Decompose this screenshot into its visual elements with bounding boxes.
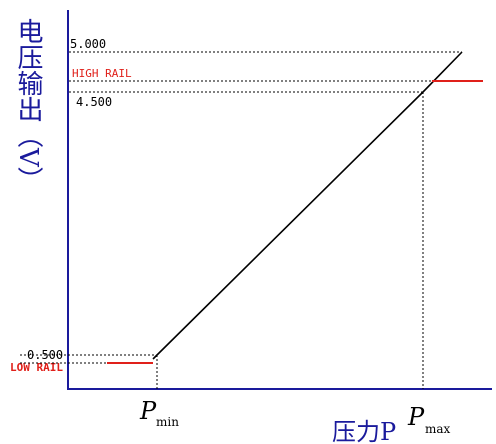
y-axis-title: 电压输出（V） (13, 18, 43, 193)
x-tick-pmax-subscript: max (425, 422, 451, 436)
x-tick-pmax: P max (407, 403, 451, 436)
x-tick-pmax-symbol: P (407, 403, 425, 431)
high-rail-label: HIGH RAIL (72, 67, 132, 80)
series-line (152, 51, 463, 360)
y-tick-label-4500: 4.500 (76, 95, 112, 109)
y-tick-label-5000: 5.000 (70, 37, 106, 51)
x-tick-pmin-subscript: min (156, 415, 179, 429)
x-axis-title: 压力P (332, 418, 396, 444)
x-tick-pmin-symbol: P (139, 397, 157, 425)
low-rail-label: LOW RAIL (10, 361, 63, 374)
guide-lines (20, 51, 462, 389)
x-tick-pmin: P min (139, 397, 179, 429)
